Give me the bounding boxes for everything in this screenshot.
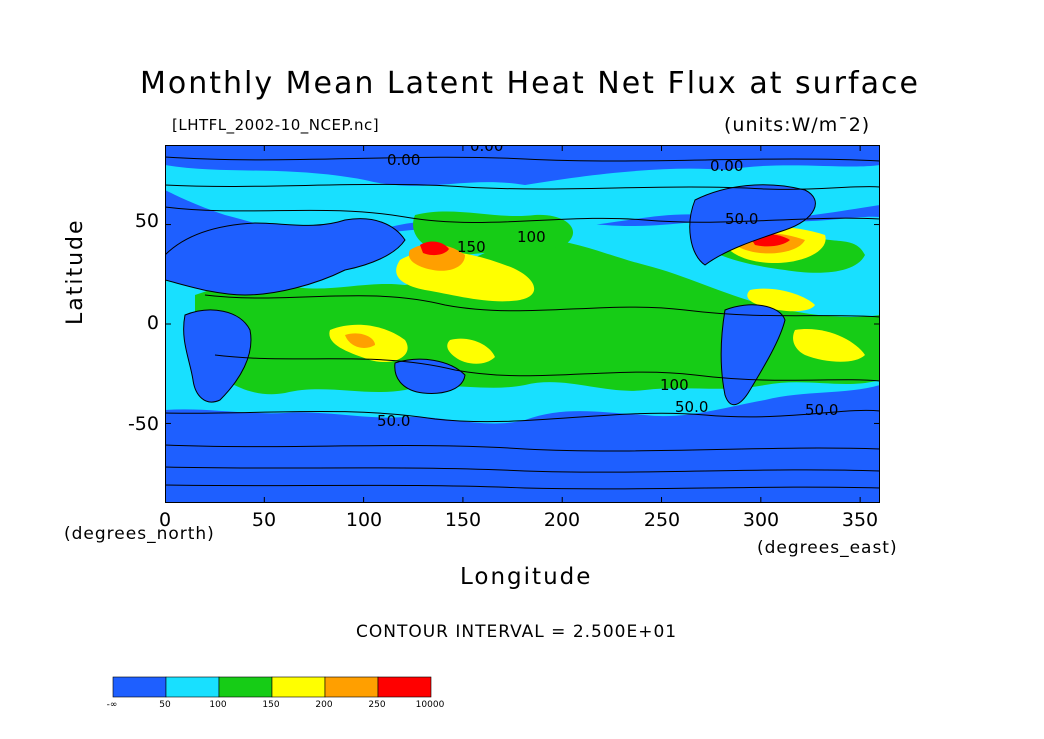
units-label: (units:W/m¯2): [724, 114, 871, 136]
contour-label: 150: [457, 238, 486, 256]
contour-label: 50.0: [805, 401, 838, 419]
source-file-label: [LHTFL_2002-10_NCEP.nc]: [172, 116, 380, 134]
x-tick-label: 150: [444, 509, 482, 531]
contour-map-plot: 0.00 0.00 0.00 50.0 50.0 50.0 50.0 100 1…: [165, 145, 880, 503]
y-tick-label: 0: [146, 312, 159, 334]
x-axis-label: Longitude: [460, 564, 593, 590]
contour-label: 50.0: [675, 398, 708, 416]
colorbar-label: 200: [315, 700, 333, 710]
x-tick-label: 250: [643, 509, 681, 531]
colorbar-label: 100: [209, 700, 227, 710]
continent-outlines: [165, 184, 816, 405]
contour-label: 0.00: [470, 145, 503, 155]
x-units-label: (degrees_east): [757, 538, 898, 558]
y-tick-label: -50: [127, 413, 159, 435]
y-axis-label: Latitude: [63, 218, 88, 325]
colorbar-segment: [271, 676, 326, 698]
contour-label: 0.00: [387, 151, 420, 169]
colorbar-segment: [377, 676, 432, 698]
colorbar-segment: [218, 676, 273, 698]
colorbar-label: 50: [159, 700, 171, 710]
y-tick-label: 50: [134, 210, 159, 232]
x-tick-label: 200: [543, 509, 581, 531]
x-tick-label: 50: [251, 509, 277, 531]
contour-label: 50.0: [377, 412, 410, 430]
colorbar-label: 150: [262, 700, 280, 710]
colorbar-label: -∞: [106, 700, 118, 710]
contour-label: 100: [660, 376, 689, 394]
contour-lines: [165, 156, 880, 490]
x-tick-label: 100: [345, 509, 383, 531]
contour-label: 0.00: [710, 157, 743, 175]
contour-label-group: 0.00 0.00 0.00 50.0 50.0 50.0 50.0 100 1…: [377, 145, 838, 430]
colorbar-label: 250: [368, 700, 386, 710]
colorbar-segment: [165, 676, 220, 698]
axis-ticks: [165, 145, 880, 503]
contour-interval-label: CONTOUR INTERVAL = 2.500E+01: [356, 622, 678, 642]
chart-title: Monthly Mean Latent Heat Net Flux at sur…: [140, 66, 920, 101]
x-tick-label: 300: [742, 509, 780, 531]
colorbar-segment: [112, 676, 167, 698]
contour-label: 100: [517, 228, 546, 246]
contour-label: 50.0: [725, 210, 758, 228]
colorbar: [112, 676, 432, 698]
colorbar-segment: [324, 676, 379, 698]
colorbar-label: 10000: [415, 700, 445, 710]
x-tick-label: 350: [841, 509, 879, 531]
x-tick-label: 0: [158, 509, 172, 531]
y-units-label: (degrees_north): [64, 524, 215, 544]
